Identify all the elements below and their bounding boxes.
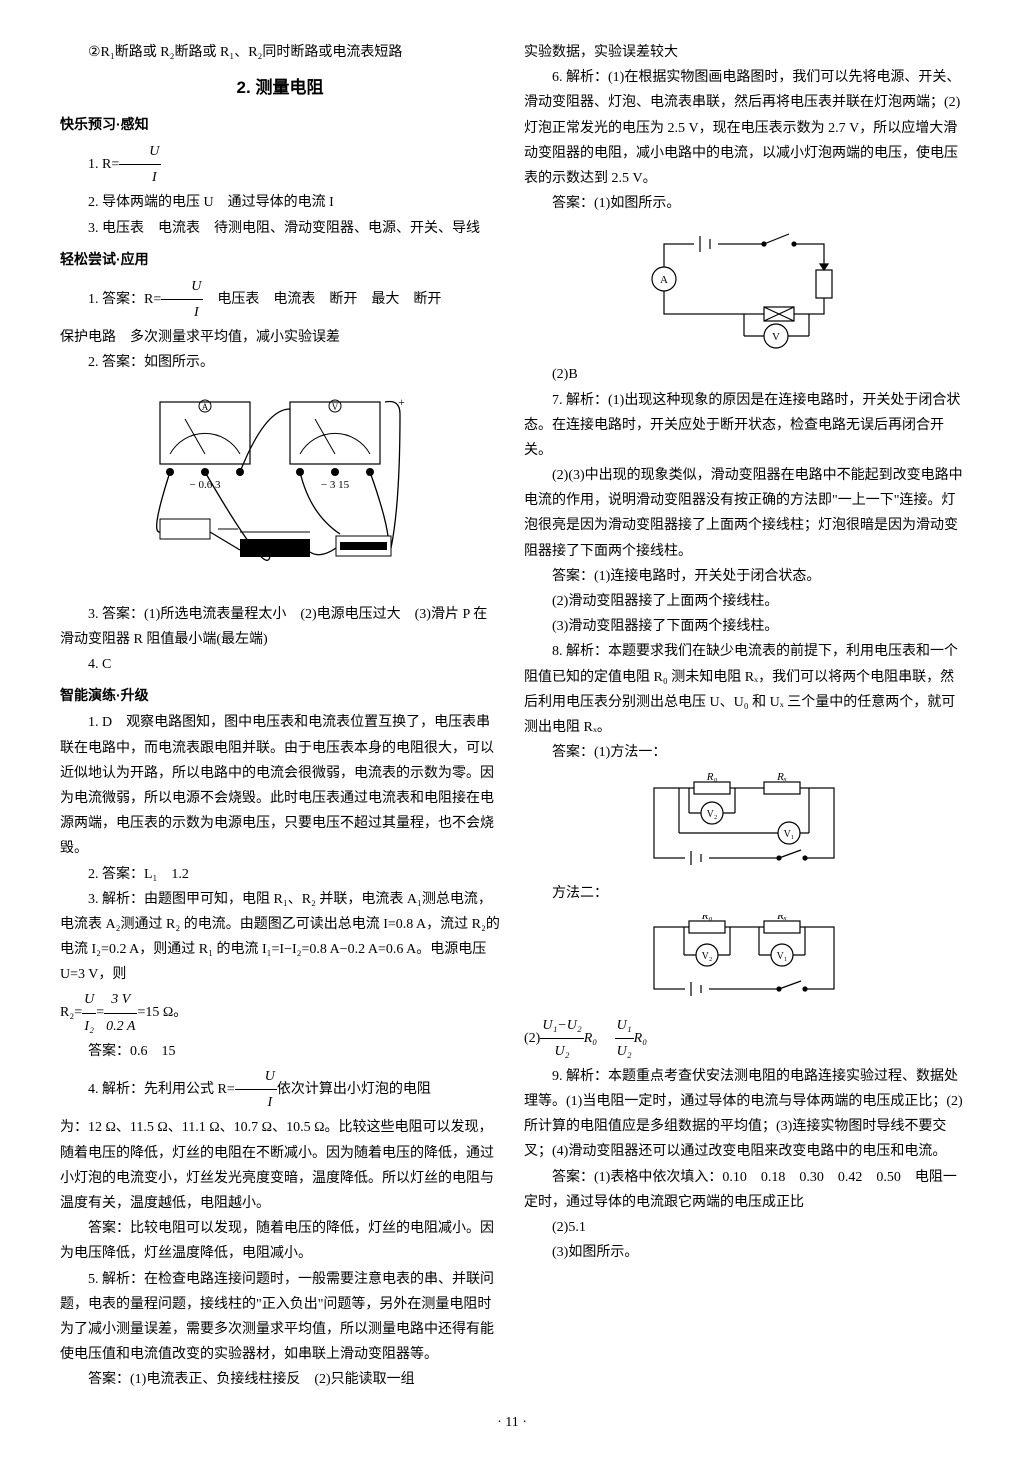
r8ans1: 答案：(1)方法一： xyxy=(524,740,964,765)
p1: 1. D 观察电路图知，图中电压表和电流表位置互换了，电压表串联在电路中，而电流… xyxy=(60,710,500,861)
r7ans2: (2)滑动变阻器接了上面两个接线柱。 xyxy=(524,589,964,614)
circuit-8a-figure: R₀ Rₓ V₂ V₁ xyxy=(524,773,964,873)
p3ans: 答案：0.6 15 xyxy=(60,1039,500,1064)
q1-a: 1. R= xyxy=(88,157,119,172)
a2: 2. 答案：如图所示。 xyxy=(60,350,500,375)
p4c: 为：12 Ω、11.5 Ω、11.1 Ω、10.7 Ω、10.5 Ω。比较这些电… xyxy=(60,1115,500,1216)
line-prev: ②R₁断路或 R₂断路或 R₁、R₂同时断路或电流表短路 xyxy=(60,40,500,65)
p4: 4. 解析：先利用公式 R=UI依次计算出小灯泡的电阻 xyxy=(60,1064,500,1115)
circuit-6-figure: A V xyxy=(524,224,964,354)
q3: 3. 电压表 电流表 待测电阻、滑动变阻器、电源、开关、导线 xyxy=(60,216,500,241)
r8-f1n: U₁−U₂ xyxy=(540,1013,583,1039)
page-number: · 11 · xyxy=(60,1410,964,1435)
p5a: 5. 解析：在检查电路连接问题时，一般需要注意电表的串、并联问题，电表的量程问题… xyxy=(60,1267,500,1368)
r6a: 6. 解析：(1)在根据实物图画电路图时，我们可以先将电源、开关、滑动变阻器、灯… xyxy=(524,65,964,191)
svg-text:+: + xyxy=(398,395,405,409)
svg-text:V₂: V₂ xyxy=(707,809,718,820)
r8-f2d: U₂ xyxy=(615,1039,634,1064)
svg-text:V: V xyxy=(772,331,780,343)
r8-r0b: R₀ xyxy=(634,1030,647,1045)
a1-b: 电压表 电流表 断开 最大 断开 xyxy=(203,292,441,307)
p4-b: 依次计算出小灯泡的电阻 xyxy=(277,1082,431,1097)
svg-text:R₀: R₀ xyxy=(701,915,713,922)
svg-text:V₁: V₁ xyxy=(784,829,795,840)
a1-num: U xyxy=(161,274,203,300)
p3b-l: R₂= xyxy=(60,1005,82,1020)
p3b: R₂=UI₂=3 V0.2 A=15 Ω。 xyxy=(60,987,500,1038)
a1-a: 1. 答案：R= xyxy=(88,292,161,307)
r9ans1: 答案：(1)表格中依次填入：0.10 0.18 0.30 0.42 0.50 电… xyxy=(524,1165,964,1215)
r8f: (2)U₁−U₂U₂R₀ U₁U₂R₀ xyxy=(524,1013,964,1064)
svg-text:Rₓ: Rₓ xyxy=(776,915,787,922)
r8-f1: U₁−U₂U₂ xyxy=(540,1013,583,1064)
p5ans: 答案：(1)电流表正、负接线柱接反 (2)只能读取一组 xyxy=(60,1367,500,1392)
meter-figure: A − 0.6 3 V − 3 15 xyxy=(60,384,500,594)
svg-text:V₁: V₁ xyxy=(777,951,788,962)
p3b-f1d: I₂ xyxy=(82,1014,96,1039)
r7a: 7. 解析：(1)出现这种现象的原因是在连接电路时，开关处于闭合状态。在连接电路… xyxy=(524,388,964,464)
r8-f2n: U₁ xyxy=(615,1013,634,1039)
p4-den: I xyxy=(235,1090,277,1115)
a3: 3. 答案：(1)所选电流表量程太小 (2)电源电压过大 (3)滑片 P 在滑动… xyxy=(60,602,500,652)
q1-num: U xyxy=(119,139,161,165)
r8a: 8. 解析：本题要求我们在缺少电流表的前提下，利用电压表和一个阻值已知的定值电阻… xyxy=(524,639,964,740)
q2: 2. 导体两端的电压 U 通过导体的电流 I xyxy=(60,190,500,215)
r9ans3: (3)如图所示。 xyxy=(524,1240,964,1265)
a1: 1. 答案：R=UI 电压表 电流表 断开 最大 断开 xyxy=(60,274,500,325)
svg-text:A: A xyxy=(660,274,668,286)
p3b-f2: 3 V0.2 A xyxy=(104,987,137,1038)
ammeter-label: − 0.6 3 xyxy=(190,479,221,491)
r8-r0a: R₀ xyxy=(584,1030,597,1045)
q1: 1. R=UI xyxy=(60,139,500,190)
r7ans3: (3)滑动变阻器接了下面两个接线柱。 xyxy=(524,614,964,639)
left-column: ②R₁断路或 R₂断路或 R₁、R₂同时断路或电流表短路 2. 测量电阻 快乐预… xyxy=(60,40,500,1392)
p3b-f1n: U xyxy=(82,987,96,1013)
page: ②R₁断路或 R₂断路或 R₁、R₂同时断路或电流表短路 2. 测量电阻 快乐预… xyxy=(60,40,964,1392)
a1-den: I xyxy=(161,300,203,325)
svg-text:A: A xyxy=(202,402,209,412)
r6ans: 答案：(1)如图所示。 xyxy=(524,191,964,216)
subsection-3: 智能演练·升级 xyxy=(60,683,500,708)
r8ans2: 方法二： xyxy=(524,881,964,906)
circuit-8b-figure: R₀ Rₓ V₂ V₁ xyxy=(524,915,964,1005)
a1-frac: UI xyxy=(161,274,203,325)
voltmeter-label: − 3 15 xyxy=(321,479,350,491)
svg-text:V₂: V₂ xyxy=(702,951,713,962)
p2: 2. 答案：L₁ 1.2 xyxy=(60,862,500,887)
subsection-1: 快乐预习·感知 xyxy=(60,112,500,137)
svg-text:R₀: R₀ xyxy=(706,773,718,783)
p4-a: 4. 解析：先利用公式 R= xyxy=(88,1082,235,1097)
r7b: (2)(3)中出现的现象类似，滑动变阻器在电路中不能起到改变电路中电流的作用，说… xyxy=(524,463,964,564)
p4ans: 答案：比较电阻可以发现，随着电压的降低，灯丝的电阻减小。因为电压降低，灯丝温度降… xyxy=(60,1216,500,1266)
right-column: 实验数据，实验误差较大 6. 解析：(1)在根据实物图画电路图时，我们可以先将电… xyxy=(524,40,964,1392)
a1c: 保护电路 多次测量求平均值，减小实验误差 xyxy=(60,325,500,350)
svg-text:V: V xyxy=(332,402,339,412)
p3a: 3. 解析：由题图甲可知，电阻 R₁、R₂ 并联，电流表 A₁测总电流，电流表 … xyxy=(60,887,500,988)
subsection-2: 轻松尝试·应用 xyxy=(60,247,500,272)
svg-text:Rₓ: Rₓ xyxy=(776,773,787,783)
r9ans2: (2)5.1 xyxy=(524,1215,964,1240)
q1-frac: UI xyxy=(119,139,161,190)
r8-f2: U₁U₂ xyxy=(615,1013,634,1064)
r8f-l: (2) xyxy=(524,1030,540,1045)
q1-den: I xyxy=(119,165,161,190)
p3b-f2n: 3 V xyxy=(104,987,137,1013)
p3b-f2d: 0.2 A xyxy=(104,1014,137,1039)
a4: 4. C xyxy=(60,652,500,677)
p4-frac: UI xyxy=(235,1064,277,1115)
r0: 实验数据，实验误差较大 xyxy=(524,40,964,65)
r9a: 9. 解析：本题重点考查伏安法测电阻的电路连接实验过程、数据处理等。(1)当电阻… xyxy=(524,1064,964,1165)
p4-num: U xyxy=(235,1064,277,1090)
p3b-f1: UI₂ xyxy=(82,987,96,1038)
r7ans1: 答案：(1)连接电路时，开关处于闭合状态。 xyxy=(524,564,964,589)
section-title: 2. 测量电阻 xyxy=(60,73,500,104)
r6b: (2)B xyxy=(524,362,964,387)
r8-f1d: U₂ xyxy=(540,1039,583,1064)
p3b-eq: = xyxy=(96,1005,104,1020)
p3b-r: =15 Ω。 xyxy=(137,1005,187,1020)
